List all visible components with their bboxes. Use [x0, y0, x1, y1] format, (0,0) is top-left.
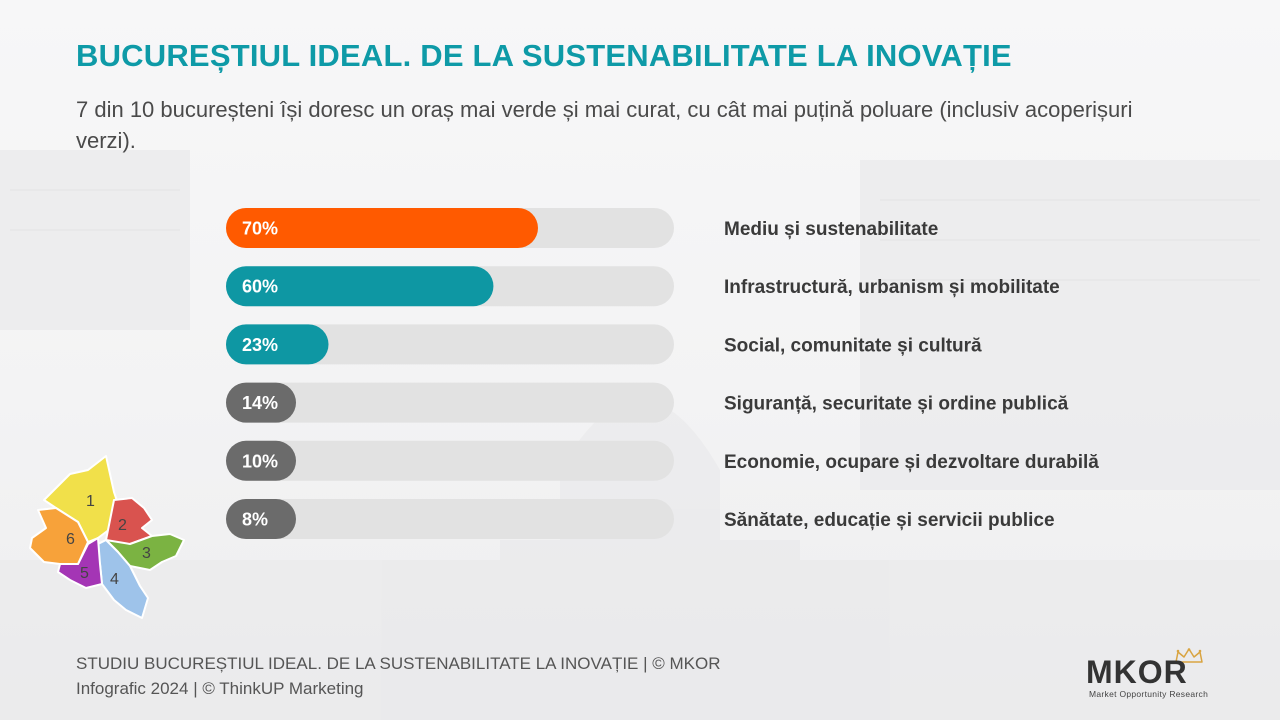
logo-tagline: Market Opportunity Research [1089, 689, 1209, 699]
sector-4-label: 4 [110, 571, 119, 588]
bar-track-4 [226, 382, 674, 423]
mkor-logo: MKOR Market Opportunity Research [1086, 648, 1226, 704]
bar-1 [226, 208, 538, 248]
category-label-1: Mediu și sustenabilitate [724, 219, 938, 240]
bar-3 [226, 324, 329, 365]
bucharest-sectors-map: 1 2 3 4 5 6 [29, 455, 185, 619]
sector-1-label: 1 [86, 493, 95, 510]
sector-3-label: 3 [142, 545, 151, 562]
category-label-3: Social, comunitate și cultură [724, 335, 982, 356]
bar-value-label-4: 14% [242, 393, 278, 413]
footer-line-1: STUDIU BUCUREȘTIUL IDEAL. DE LA SUSTENAB… [76, 654, 721, 673]
bar-value-label-5: 10% [242, 451, 278, 471]
bar-track-6 [226, 499, 674, 539]
bar-track-3 [226, 324, 674, 365]
footer: STUDIU BUCUREȘTIUL IDEAL. DE LA SUSTENAB… [76, 651, 721, 701]
category-label-5: Economie, ocupare și dezvoltare durabilă [724, 452, 1099, 473]
sector-2-label: 2 [118, 517, 127, 534]
crown-icon [1175, 648, 1203, 663]
bar-5 [226, 440, 296, 481]
bar-6 [226, 499, 296, 539]
category-label-6: Sănătate, educație și servicii publice [724, 510, 1055, 531]
sector-6-label: 6 [66, 531, 75, 548]
bar-value-label-6: 8% [242, 510, 268, 530]
footer-line-2: Infografic 2024 | © ThinkUP Marketing [76, 679, 364, 698]
page-title: BUCUREȘTIUL IDEAL. DE LA SUSTENABILITATE… [76, 38, 1012, 73]
sector-5-label: 5 [80, 565, 89, 582]
bar-track-5 [226, 440, 674, 481]
bar-value-label-1: 70% [242, 219, 278, 239]
sector-6-shape [29, 507, 89, 565]
category-label-2: Infrastructură, urbanism și mobilitate [724, 277, 1060, 298]
bar-value-label-2: 60% [242, 277, 278, 297]
bar-2 [226, 266, 494, 307]
bar-4 [226, 382, 296, 423]
page-subtitle: 7 din 10 bucureșteni își doresc un oraș … [76, 97, 1133, 153]
category-label-4: Siguranță, securitate și ordine publică [724, 394, 1069, 415]
bar-value-label-3: 23% [242, 335, 278, 355]
logo-wordmark: MKOR [1086, 654, 1188, 690]
